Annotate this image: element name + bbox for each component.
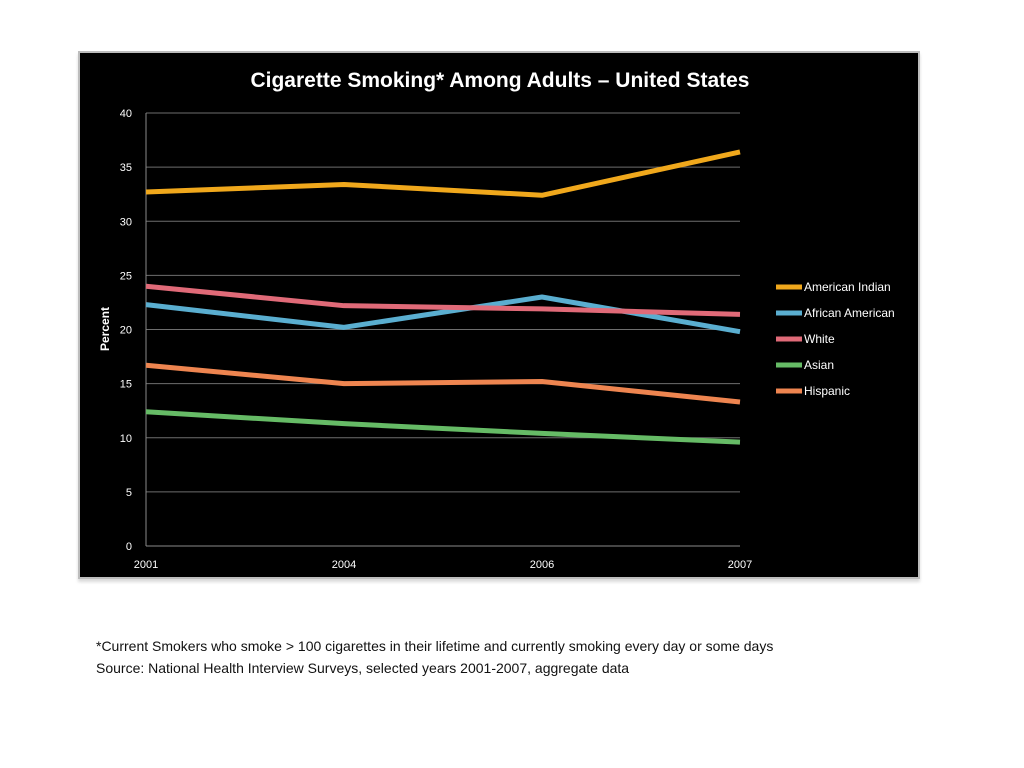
legend: American Indian African American White Asia… <box>776 280 895 398</box>
footnote-definition: *Current Smokers who smoke > 100 cigaret… <box>96 638 774 654</box>
y-tick-label: 5 <box>126 487 132 499</box>
series-lines <box>145 149 741 445</box>
y-tick-label: 10 <box>120 433 132 445</box>
legend-label: African American <box>804 306 895 320</box>
legend-label: American Indian <box>804 280 891 294</box>
line-chart: Cigarette Smoking* Among Adults – United… <box>98 69 895 571</box>
legend-label: Hispanic <box>804 384 850 398</box>
chart-title: Cigarette Smoking* Among Adults – United… <box>250 69 749 92</box>
x-tick-label: 2006 <box>530 559 554 571</box>
axes: 0 5 10 15 20 25 30 35 40 2001 2004 2006 2007 <box>120 108 752 571</box>
y-tick-label: 0 <box>126 541 132 553</box>
series-line-hispanic <box>145 362 741 405</box>
x-tick-label: 2004 <box>332 559 356 571</box>
series-line-american-indian <box>145 149 741 198</box>
y-tick-label: 20 <box>120 325 132 337</box>
y-axis-label: Percent <box>98 307 112 351</box>
series-line-white <box>145 283 741 317</box>
x-tick-label: 2001 <box>134 559 158 571</box>
y-tick-label: 30 <box>120 216 132 228</box>
footnote-source: Source: National Health Interview Survey… <box>96 660 630 676</box>
chart-frame: Cigarette Smoking* Among Adults – United… <box>78 51 920 579</box>
y-tick-label: 25 <box>120 270 132 282</box>
series-line-asian <box>145 409 741 445</box>
legend-label: Asian <box>804 358 834 372</box>
y-tick-label: 35 <box>120 162 132 174</box>
x-tick-label: 2007 <box>728 559 752 571</box>
y-tick-label: 15 <box>120 379 132 391</box>
legend-label: White <box>804 332 835 346</box>
y-tick-label: 40 <box>120 108 132 120</box>
series-line-african-american <box>145 294 741 335</box>
